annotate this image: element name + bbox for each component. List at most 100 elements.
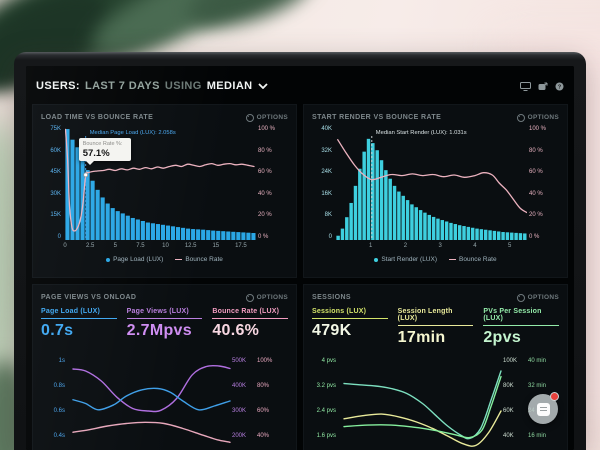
y-axis-left: 4 pvs 3.2 pvs 2.4 pvs 1.6 pvs <box>312 354 338 450</box>
axis-tick: 2.4 pvs <box>316 408 336 414</box>
axis-tick: 0.4s <box>53 433 65 439</box>
metric-label: Session Length (LUX) <box>397 308 474 326</box>
gear-icon <box>516 113 525 122</box>
axis-tick: 60K <box>503 408 514 414</box>
axis-tick: 80K <box>503 383 514 389</box>
legend-item[interactable]: Bounce Rate <box>449 256 497 263</box>
metric-label: Bounce Rate (LUX) <box>212 308 289 319</box>
axis-tick: 30K <box>50 190 61 197</box>
metric-value: 2.7Mpvs <box>126 322 192 339</box>
axis-tick: 40K <box>321 126 332 132</box>
options-button[interactable]: OPTIONS <box>245 293 288 302</box>
axis-tick: 40 % <box>258 190 272 197</box>
monitor-icon[interactable] <box>520 81 531 91</box>
axis-tick: 32 min <box>528 383 547 389</box>
axis-tick: 3.2 pvs <box>316 383 336 389</box>
options-button[interactable]: OPTIONS <box>516 293 559 302</box>
dashboard-topbar: USERS: LAST 7 DAYS USING MEDIAN <box>32 74 568 98</box>
range-label: LAST 7 DAYS <box>84 80 160 92</box>
metric-label: Page Load (LUX) <box>41 308 117 319</box>
x-axis: 1 2 3 4 5 <box>336 243 527 252</box>
axis-tick: 200K <box>232 433 247 439</box>
options-button[interactable]: OPTIONS <box>516 113 559 122</box>
axis-tick-row: 500K 100% <box>232 358 277 364</box>
legend-label: Bounce Rate <box>185 256 223 263</box>
axis-tick: 0 <box>328 233 332 240</box>
legend-label: Start Render (LUX) <box>381 256 438 263</box>
svg-text:?: ? <box>558 84 562 90</box>
chart-legend: Start Render (LUX) Bounce Rate <box>312 256 559 263</box>
axis-tick: 0 % <box>258 233 269 240</box>
axis-tick: 100 % <box>529 126 547 132</box>
legend-label: Bounce Rate <box>459 256 497 263</box>
y-axis-right: 100 % 80 % 60 % 40 % 20 % 0 % <box>256 126 288 240</box>
help-icon[interactable]: ? <box>555 82 564 91</box>
legend-label: Page Load (LUX) <box>113 256 164 263</box>
axis-tick-row: 80K 32 min <box>503 383 548 389</box>
axis-tick: 8K <box>324 212 332 219</box>
legend-item[interactable]: Start Render (LUX) <box>374 256 437 263</box>
axis-tick: 40 % <box>529 190 543 197</box>
axis-tick: 100 % <box>258 126 276 132</box>
metric-session-length: Session Length (LUX) 17min <box>397 308 474 350</box>
aggregation-label: MEDIAN <box>206 80 253 92</box>
laptop-screen: USERS: LAST 7 DAYS USING MEDIAN <box>26 66 574 450</box>
panel-title: SESSIONS <box>312 294 351 301</box>
start-render-chart: 40K 32K 24K 16K 8K 0 Median Start Render (LUX… <box>312 126 559 270</box>
y-axis-left: 75K 60K 45K 30K 15K 0 <box>41 126 61 240</box>
axis-tick: 80% <box>257 383 270 389</box>
notification-dot <box>550 392 559 401</box>
plot-area: Median Start Render (LUX): 1.031s <box>336 126 527 240</box>
metrics-row: Page Load (LUX) 0.7s Page Views (LUX) 2.… <box>41 308 289 350</box>
metric-label: Sessions (LUX) <box>312 308 388 319</box>
panel-sessions: SESSIONS OPTIONS Sessions (LUX) 479K <box>303 284 568 450</box>
plant-leaf-blur <box>180 0 320 39</box>
axis-tick: 40 min <box>528 358 547 364</box>
export-icon[interactable] <box>538 82 548 91</box>
axis-tick: 0 <box>63 243 67 249</box>
legend-item[interactable]: Page Load (LUX) <box>106 256 163 263</box>
metric-value: 479K <box>312 322 352 339</box>
y-axis-right: 500K 100% 400K 80% 300K 60% 200K 40% <box>232 354 288 450</box>
legend-swatch <box>175 258 183 261</box>
page-views-chart: 1s 0.8s 0.6s 0.4s 500K 100% 400K 80% 300K 60% 200… <box>41 354 288 450</box>
axis-tick: 300K <box>232 408 247 414</box>
tooltip-label: Bounce Rate %: <box>82 140 123 147</box>
axis-tick: 15K <box>50 212 61 219</box>
tooltip: Bounce Rate %: 57.1% <box>78 137 131 166</box>
axis-tick: 4 pvs <box>321 358 336 364</box>
svg-text:Median Start Render (LUX): 1.0: Median Start Render (LUX): 1.031s <box>376 130 467 136</box>
users-range-dropdown[interactable]: USERS: LAST 7 DAYS USING MEDIAN <box>36 80 268 92</box>
svg-text:Median Page Load (LUX): 2.058s: Median Page Load (LUX): 2.058s <box>90 130 176 136</box>
axis-tick: 2.5 <box>85 243 95 249</box>
axis-tick: 12.5 <box>184 243 197 249</box>
gear-icon <box>245 293 254 302</box>
metric-value: 40.6% <box>212 322 260 339</box>
legend-item[interactable]: Bounce Rate <box>175 256 223 263</box>
axis-tick: 60K <box>50 147 61 154</box>
axis-tick: 60% <box>257 408 270 414</box>
axis-tick: 7.5 <box>136 243 145 249</box>
axis-tick: 0.8s <box>53 383 65 389</box>
axis-tick: 3 <box>438 243 442 249</box>
chat-launcher-button[interactable] <box>528 392 559 424</box>
metric-page-views: Page Views (LUX) 2.7Mpvs <box>126 308 203 350</box>
chevron-down-icon <box>257 80 268 92</box>
axis-tick: 80 % <box>258 147 272 154</box>
chat-icon <box>536 402 550 416</box>
axis-tick: 400K <box>232 383 247 389</box>
metric-value: 0.7s <box>41 322 74 339</box>
panel-title: LOAD TIME VS BOUNCE RATE <box>41 114 154 121</box>
metric-bounce-rate: Bounce Rate (LUX) 40.6% <box>212 308 289 350</box>
axis-tick: 60 % <box>529 169 543 176</box>
axis-tick: 32K <box>321 147 332 154</box>
plot-area <box>342 354 503 450</box>
axis-tick-row: 200K 40% <box>232 433 277 439</box>
axis-tick: 15 <box>212 243 220 249</box>
panel-load-time: LOAD TIME VS BOUNCE RATE OPTIONS 75K 60K 4… <box>32 104 297 278</box>
axis-tick: 500K <box>232 358 247 364</box>
legend-swatch <box>106 257 111 262</box>
options-button[interactable]: OPTIONS <box>245 113 288 122</box>
panel-start-render: START RENDER VS BOUNCE RATE OPTIONS 40K 3… <box>303 104 568 278</box>
laptop: USERS: LAST 7 DAYS USING MEDIAN <box>14 52 586 450</box>
